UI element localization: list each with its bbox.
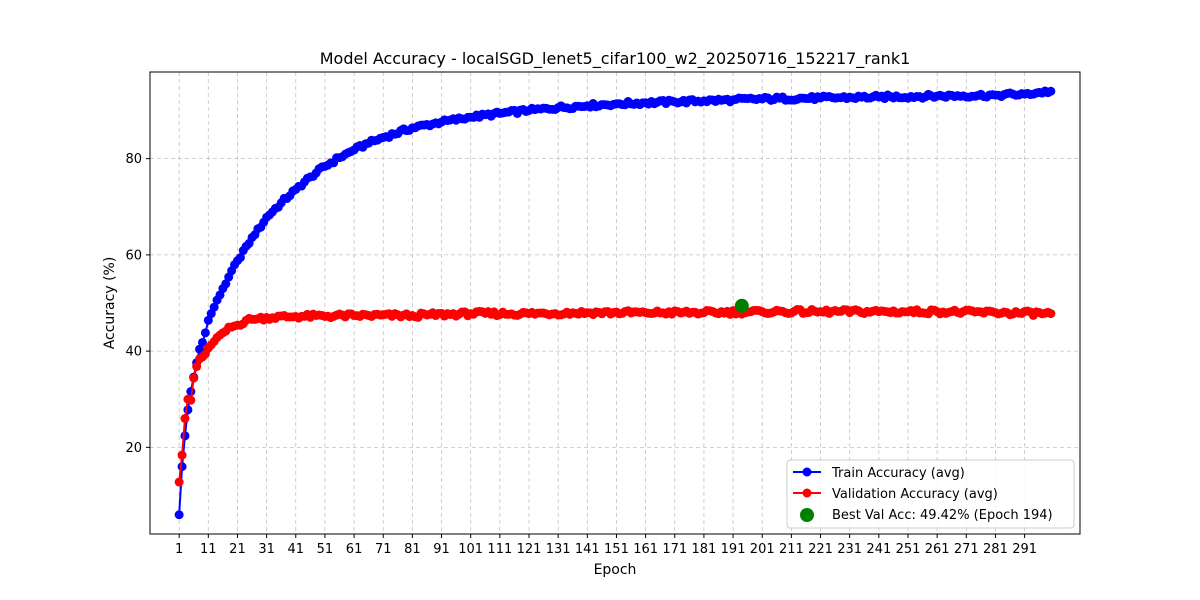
x-tick-label: 251 <box>896 542 921 557</box>
data-point <box>203 315 213 325</box>
x-tick-label: 111 <box>487 542 512 557</box>
data-point <box>1046 86 1056 96</box>
x-tick-label: 171 <box>662 542 687 557</box>
data-point <box>235 253 245 263</box>
legend-val-label: Validation Accuracy (avg) <box>832 487 998 502</box>
data-point <box>186 395 196 405</box>
series-train <box>174 86 1056 520</box>
data-point <box>197 337 207 347</box>
data-point <box>180 431 190 441</box>
plot-frame <box>149 71 1081 535</box>
x-tick-label: 201 <box>750 542 775 557</box>
x-tick-label: 141 <box>575 542 600 557</box>
x-tick-label: 31 <box>258 542 275 557</box>
data-point <box>189 373 199 383</box>
x-tick-label: 11 <box>200 542 217 557</box>
best-val-marker <box>734 298 749 313</box>
series-validation <box>174 305 1056 487</box>
x-tick-label: 71 <box>375 542 392 557</box>
data-point <box>1046 309 1056 319</box>
data-point <box>174 477 184 487</box>
data-point <box>221 279 231 289</box>
legend-train-marker <box>802 467 812 477</box>
x-tick-label: 121 <box>517 542 542 557</box>
x-tick-label: 41 <box>287 542 304 557</box>
x-tick-label: 211 <box>779 542 804 557</box>
y-tick-label: 60 <box>125 248 142 263</box>
x-tick-label: 221 <box>808 542 833 557</box>
x-tick-label: 241 <box>866 542 891 557</box>
x-tick-label: 131 <box>546 542 571 557</box>
axes: 1 11 21 31 41 51 61 71 81 91 101 111 121 131 141 151 161… <box>125 152 1037 557</box>
x-tick-label: 21 <box>229 542 246 557</box>
legend-box <box>786 459 1075 529</box>
x-axis-label: Epoch <box>594 562 637 578</box>
legend: Train Accuracy (avg) Validation Accuracy… <box>786 459 1075 529</box>
x-tick-label: 81 <box>404 542 421 557</box>
x-tick-label: 161 <box>633 542 658 557</box>
x-tick-label: 1 <box>175 542 183 557</box>
y-tick-label: 20 <box>125 441 142 456</box>
data-point <box>192 362 202 372</box>
y-tick-label: 80 <box>125 152 142 167</box>
legend-best-marker <box>800 508 814 522</box>
data-point <box>174 510 184 520</box>
data-point <box>183 405 193 415</box>
y-tick-label: 40 <box>125 345 142 360</box>
legend-best-label: Best Val Acc: 49.42% (Epoch 194) <box>832 508 1053 523</box>
grid <box>150 72 1080 534</box>
x-tick-label: 261 <box>925 542 950 557</box>
x-tick-label: 271 <box>954 542 979 557</box>
x-tick-label: 61 <box>346 542 363 557</box>
x-tick-label: 91 <box>433 542 450 557</box>
x-tick-label: 281 <box>983 542 1008 557</box>
legend-val-marker <box>802 488 812 498</box>
data-point <box>177 450 187 460</box>
data-point <box>209 302 219 312</box>
x-tick-label: 101 <box>458 542 483 557</box>
chart-title: Model Accuracy - localSGD_lenet5_cifar10… <box>320 49 911 69</box>
x-tick-label: 291 <box>1012 542 1037 557</box>
x-tick-label: 151 <box>604 542 629 557</box>
plot-series <box>174 86 1056 520</box>
x-tick-label: 181 <box>692 542 717 557</box>
x-tick-label: 231 <box>837 542 862 557</box>
x-tick-label: 51 <box>317 542 334 557</box>
y-axis-label: Accuracy (%) <box>102 257 118 350</box>
data-point <box>180 414 190 423</box>
legend-train-label: Train Accuracy (avg) <box>831 466 965 481</box>
x-tick-label: 191 <box>721 542 746 557</box>
data-point <box>200 328 210 338</box>
